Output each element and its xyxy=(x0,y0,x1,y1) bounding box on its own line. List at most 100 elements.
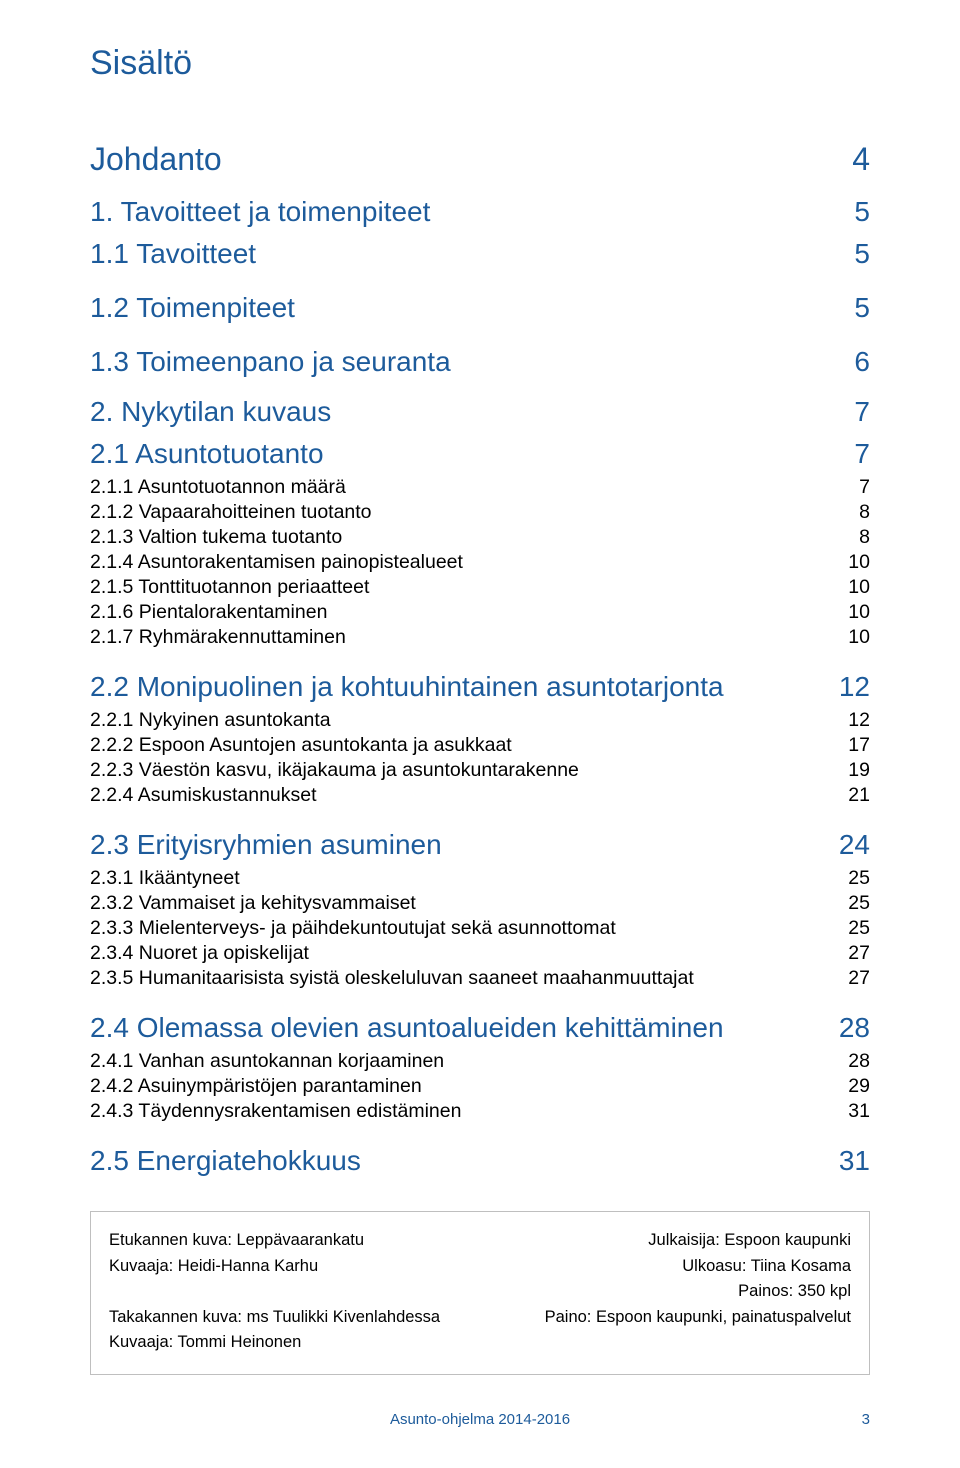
colophon-right: Paino: Espoon kaupunki, painatuspalvelut xyxy=(545,1305,851,1331)
toc-entry: 2.1.2 Vapaarahoitteinen tuotanto 8 xyxy=(90,501,870,524)
toc-entry-label: 1.2 Toimenpiteet xyxy=(90,292,295,324)
toc-entry: 2.1.1 Asuntotuotannon määrä7 xyxy=(90,476,870,499)
toc-entry-label: 2.2 Monipuolinen ja kohtuuhintainen asun… xyxy=(90,671,724,703)
toc-entry-page: 4 xyxy=(852,141,870,178)
toc-title: Sisältö xyxy=(90,44,870,83)
toc-entry: 1.3 Toimeenpano ja seuranta 6 xyxy=(90,346,870,378)
toc-entry-page: 17 xyxy=(848,734,870,757)
colophon-right xyxy=(846,1330,851,1356)
toc-entry-page: 29 xyxy=(848,1075,870,1098)
toc-entry-label: 1. Tavoitteet ja toimenpiteet xyxy=(90,196,430,228)
toc-entry-label: 2.1.1 Asuntotuotannon määrä xyxy=(90,476,346,499)
colophon-left: Kuvaaja: Tommi Heinonen xyxy=(109,1330,301,1356)
toc-entry-label: 2.1.2 Vapaarahoitteinen tuotanto xyxy=(90,501,372,524)
toc-entry-label: 2.3.2 Vammaiset ja kehitysvammaiset xyxy=(90,892,416,915)
toc-entry-page: 8 xyxy=(859,501,870,524)
toc-entry-page: 25 xyxy=(848,867,870,890)
toc-entry: 2.3.3 Mielenterveys- ja päihdekuntoutuja… xyxy=(90,917,870,940)
footer-page-number: 3 xyxy=(862,1411,870,1428)
toc-entry-label: 2. Nykytilan kuvaus xyxy=(90,396,331,428)
content-area: Sisältö Johdanto 4 1. Tavoitteet ja toimen… xyxy=(90,44,870,1375)
toc-entry-label: 2.1.4 Asuntorakentamisen painopistealuee… xyxy=(90,551,463,574)
colophon-row: Etukannen kuva: Leppävaarankatu Julkaisij… xyxy=(109,1228,851,1254)
toc-entry: 2.3.1 Ikääntyneet 25 xyxy=(90,867,870,890)
toc-entry-page: 28 xyxy=(839,1012,870,1044)
toc-entry-label: 1.1 Tavoitteet xyxy=(90,238,256,270)
toc-entry-label: 2.3.1 Ikääntyneet xyxy=(90,867,240,890)
footer-doc-title: Asunto-ohjelma 2014-2016 xyxy=(390,1411,570,1428)
toc-entry: 2.4.1 Vanhan asuntokannan korjaaminen 28 xyxy=(90,1050,870,1073)
toc-entry: 2.1.3 Valtion tukema tuotanto8 xyxy=(90,526,870,549)
toc-entry: 2.2.3 Väestön kasvu, ikäjakauma ja asunt… xyxy=(90,759,870,782)
colophon-row: Kuvaaja: Tommi Heinonen xyxy=(109,1330,851,1356)
toc-entry-label: 2.4.2 Asuinympäristöjen parantaminen xyxy=(90,1075,422,1098)
toc-entry-label: 2.2.2 Espoon Asuntojen asuntokanta ja as… xyxy=(90,734,512,757)
toc-entry-label: 2.2.1 Nykyinen asuntokanta xyxy=(90,709,331,732)
toc-entry: 2.1.7 Ryhmärakennuttaminen 10 xyxy=(90,626,870,649)
toc-entry-page: 5 xyxy=(854,238,870,270)
toc-entry: 2.2.4 Asumiskustannukset21 xyxy=(90,784,870,807)
toc-entry-page: 12 xyxy=(848,709,870,732)
toc-entry: Johdanto 4 xyxy=(90,141,870,178)
toc-entry-page: 31 xyxy=(848,1100,870,1123)
toc-entry-label: 2.3 Erityisryhmien asuminen xyxy=(90,829,442,861)
toc-entry: 2. Nykytilan kuvaus 7 xyxy=(90,396,870,428)
toc-entry-page: 7 xyxy=(854,396,870,428)
toc-entry: 1. Tavoitteet ja toimenpiteet5 xyxy=(90,196,870,228)
toc-entry-label: 2.5 Energiatehokkuus xyxy=(90,1145,361,1177)
colophon-right: Ulkoasu: Tiina Kosama xyxy=(682,1254,851,1280)
toc-entry: 1.2 Toimenpiteet 5 xyxy=(90,292,870,324)
toc-entry-label: 2.1 Asuntotuotanto xyxy=(90,438,324,470)
colophon-row: Painos: 350 kpl xyxy=(109,1279,851,1305)
colophon-left: Etukannen kuva: Leppävaarankatu xyxy=(109,1228,364,1254)
colophon-row: Kuvaaja: Heidi-Hanna KarhuUlkoasu: Tiina… xyxy=(109,1254,851,1280)
toc-entry: 2.3.2 Vammaiset ja kehitysvammaiset 25 xyxy=(90,892,870,915)
toc-entry: 2.2.1 Nykyinen asuntokanta 12 xyxy=(90,709,870,732)
toc-entry-page: 24 xyxy=(839,829,870,861)
toc-entry: 2.3 Erityisryhmien asuminen 24 xyxy=(90,829,870,861)
toc-entry-label: 2.4 Olemassa olevien asuntoalueiden kehi… xyxy=(90,1012,724,1044)
toc-entry-label: Johdanto xyxy=(90,141,222,178)
toc-entry-label: 2.1.7 Ryhmärakennuttaminen xyxy=(90,626,346,649)
colophon-row: Takakannen kuva: ms Tuulikki Kivenlahdes… xyxy=(109,1305,851,1331)
colophon-right: Painos: 350 kpl xyxy=(738,1279,851,1305)
toc-entry-page: 28 xyxy=(848,1050,870,1073)
toc-entry-label: 2.1.5 Tonttituotannon periaatteet xyxy=(90,576,369,599)
toc-entry-label: 2.4.3 Täydennysrakentamisen edistäminen xyxy=(90,1100,461,1123)
toc-entry-page: 10 xyxy=(848,626,870,649)
toc-entry: 2.4.3 Täydennysrakentamisen edistäminen 3… xyxy=(90,1100,870,1123)
toc-entry-label: 1.3 Toimeenpano ja seuranta xyxy=(90,346,451,378)
toc-entry: 2.1.5 Tonttituotannon periaatteet10 xyxy=(90,576,870,599)
toc-entry: 2.2 Monipuolinen ja kohtuuhintainen asun… xyxy=(90,671,870,703)
toc-entry-label: 2.3.5 Humanitaarisista syistä oleskelulu… xyxy=(90,967,694,990)
document-page: Sisältö Johdanto 4 1. Tavoitteet ja toimen… xyxy=(0,0,960,1468)
toc-entry: 2.2.2 Espoon Asuntojen asuntokanta ja as… xyxy=(90,734,870,757)
toc-entry: 2.3.5 Humanitaarisista syistä oleskelulu… xyxy=(90,967,870,990)
toc-entry-page: 6 xyxy=(854,346,870,378)
page-footer: Asunto-ohjelma 2014-2016 3 xyxy=(90,1411,870,1428)
toc-entry-label: 2.3.3 Mielenterveys- ja päihdekuntoutuja… xyxy=(90,917,616,940)
toc-entry-page: 27 xyxy=(848,942,870,965)
toc-entry-page: 10 xyxy=(848,601,870,624)
toc-entry: 2.4.2 Asuinympäristöjen parantaminen 29 xyxy=(90,1075,870,1098)
colophon-left xyxy=(109,1279,114,1305)
toc-entry-label: 2.3.4 Nuoret ja opiskelijat xyxy=(90,942,309,965)
table-of-contents: Johdanto41. Tavoitteet ja toimenpiteet51… xyxy=(90,141,870,1177)
colophon-box: Etukannen kuva: Leppävaarankatu Julkaisij… xyxy=(90,1211,870,1375)
colophon-left: Takakannen kuva: ms Tuulikki Kivenlahdes… xyxy=(109,1305,440,1331)
toc-entry-label: 2.4.1 Vanhan asuntokannan korjaaminen xyxy=(90,1050,444,1073)
toc-entry-page: 25 xyxy=(848,917,870,940)
toc-entry-page: 25 xyxy=(848,892,870,915)
toc-entry-page: 21 xyxy=(848,784,870,807)
toc-entry-page: 27 xyxy=(848,967,870,990)
toc-entry-page: 5 xyxy=(854,292,870,324)
colophon-right: Julkaisija: Espoon kaupunki xyxy=(648,1228,851,1254)
toc-entry: 2.1.6 Pientalorakentaminen 10 xyxy=(90,601,870,624)
toc-entry-page: 10 xyxy=(848,551,870,574)
toc-entry-label: 2.1.6 Pientalorakentaminen xyxy=(90,601,327,624)
toc-entry: 2.4 Olemassa olevien asuntoalueiden kehi… xyxy=(90,1012,870,1044)
toc-entry: 2.1 Asuntotuotanto7 xyxy=(90,438,870,470)
toc-entry: 2.5 Energiatehokkuus31 xyxy=(90,1145,870,1177)
toc-entry-label: 2.1.3 Valtion tukema tuotanto xyxy=(90,526,342,549)
toc-entry-page: 19 xyxy=(848,759,870,782)
